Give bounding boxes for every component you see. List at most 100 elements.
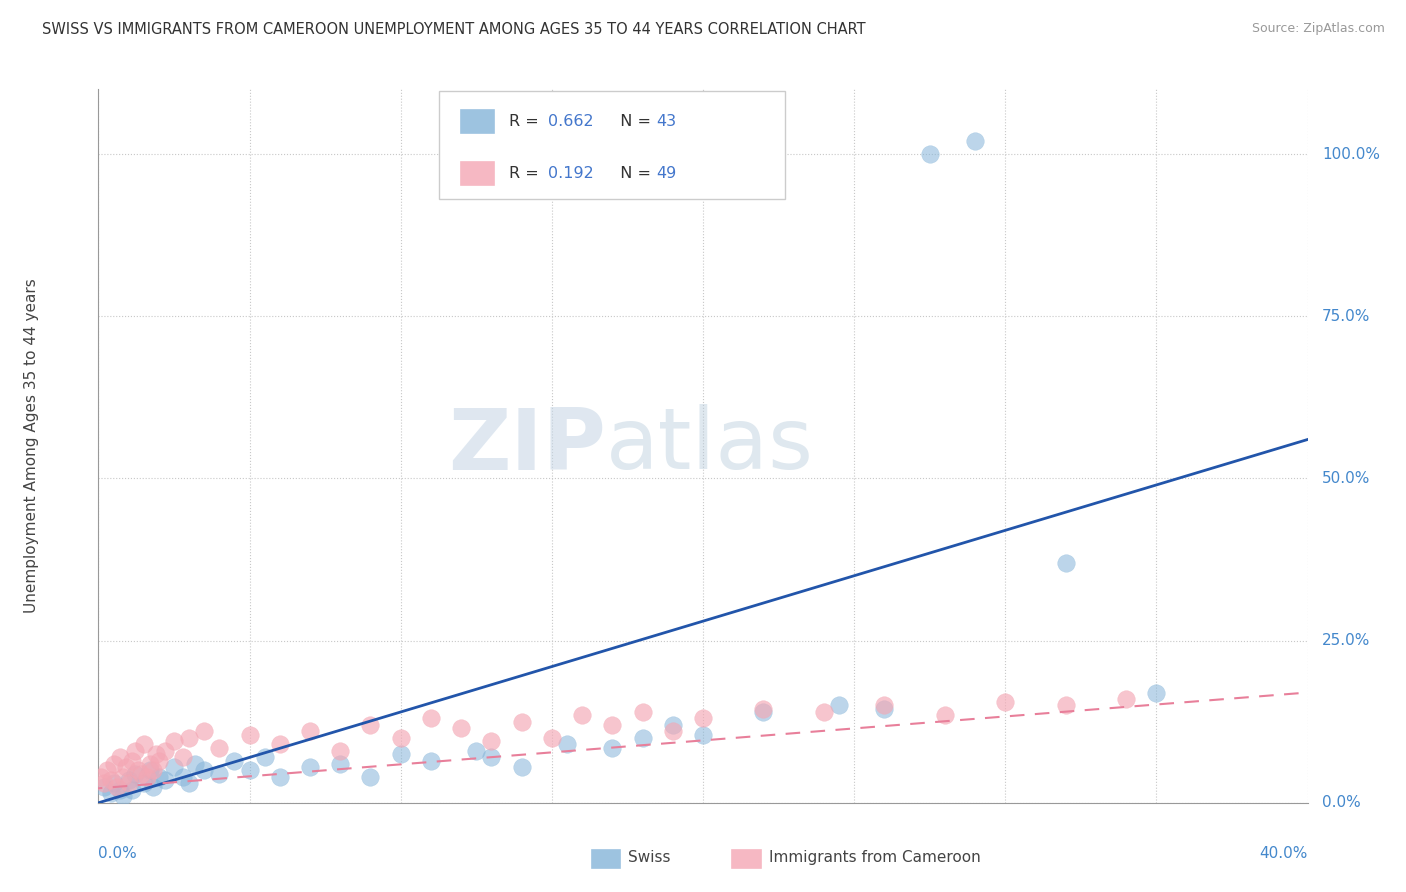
Point	[124, 744, 146, 758]
Point	[510, 760, 533, 774]
Point	[124, 766, 146, 780]
Point	[813, 705, 835, 719]
Point	[360, 718, 382, 732]
Point	[208, 740, 231, 755]
Point	[118, 776, 141, 790]
Point	[389, 731, 412, 745]
Point	[172, 750, 194, 764]
Point	[129, 766, 152, 780]
Text: 49: 49	[657, 166, 676, 181]
Text: 0.192: 0.192	[548, 166, 595, 181]
Point	[299, 724, 322, 739]
Point	[752, 702, 775, 716]
Point	[934, 708, 956, 723]
Point	[118, 773, 141, 788]
Point	[142, 780, 165, 794]
Point	[481, 750, 503, 764]
Text: N =: N =	[610, 114, 657, 129]
Point	[450, 721, 472, 735]
Text: Unemployment Among Ages 35 to 44 years: Unemployment Among Ages 35 to 44 years	[24, 278, 39, 614]
Point	[329, 756, 352, 771]
Point	[420, 711, 443, 725]
Point	[299, 760, 322, 774]
Text: ZIP: ZIP	[449, 404, 606, 488]
Text: 0.0%: 0.0%	[98, 846, 138, 861]
Point	[193, 724, 215, 739]
Point	[179, 731, 201, 745]
Text: atlas: atlas	[606, 404, 814, 488]
Point	[132, 776, 155, 790]
Point	[163, 760, 186, 774]
Point	[153, 744, 176, 758]
Point	[179, 776, 201, 790]
Point	[114, 760, 136, 774]
Text: 75.0%: 75.0%	[1322, 309, 1371, 324]
Point	[481, 734, 503, 748]
Point	[193, 764, 215, 778]
Point	[389, 747, 412, 761]
Point	[172, 770, 194, 784]
Point	[602, 740, 624, 755]
Point	[510, 714, 533, 729]
Text: 0.662: 0.662	[548, 114, 593, 129]
Point	[239, 728, 262, 742]
Point	[100, 786, 122, 800]
Point	[918, 147, 941, 161]
Point	[1115, 692, 1137, 706]
Point	[1144, 685, 1167, 699]
Text: R =: R =	[509, 114, 544, 129]
Point	[828, 698, 851, 713]
Text: SWISS VS IMMIGRANTS FROM CAMEROON UNEMPLOYMENT AMONG AGES 35 TO 44 YEARS CORRELA: SWISS VS IMMIGRANTS FROM CAMEROON UNEMPL…	[42, 22, 866, 37]
Point	[994, 695, 1017, 709]
Point	[465, 744, 488, 758]
Point	[121, 782, 143, 797]
Point	[142, 764, 165, 778]
Point	[105, 780, 128, 794]
Point	[631, 705, 654, 719]
Point	[93, 776, 115, 790]
Point	[139, 756, 162, 771]
Text: 50.0%: 50.0%	[1322, 471, 1371, 486]
Point	[148, 754, 170, 768]
Text: 40.0%: 40.0%	[1260, 846, 1308, 861]
Point	[360, 770, 382, 784]
Point	[692, 711, 714, 725]
Point	[103, 776, 125, 790]
Point	[100, 773, 122, 788]
Point	[184, 756, 207, 771]
Point	[145, 747, 167, 761]
Point	[163, 734, 186, 748]
Point	[224, 754, 246, 768]
Point	[111, 789, 134, 804]
Point	[420, 754, 443, 768]
Point	[1054, 698, 1077, 713]
Text: Swiss: Swiss	[628, 850, 671, 864]
Point	[329, 744, 352, 758]
Point	[965, 134, 987, 148]
Point	[108, 782, 131, 797]
Point	[873, 702, 896, 716]
Point	[96, 764, 118, 778]
Text: 25.0%: 25.0%	[1322, 633, 1371, 648]
Point	[121, 754, 143, 768]
Point	[873, 698, 896, 713]
Point	[253, 750, 276, 764]
Point	[602, 718, 624, 732]
Point	[555, 738, 578, 752]
Point	[661, 724, 683, 739]
Point	[752, 705, 775, 719]
Point	[692, 728, 714, 742]
Point	[90, 770, 112, 784]
Text: R =: R =	[509, 166, 544, 181]
Point	[93, 780, 115, 794]
Text: Source: ZipAtlas.com: Source: ZipAtlas.com	[1251, 22, 1385, 36]
Point	[631, 731, 654, 745]
Text: 100.0%: 100.0%	[1322, 146, 1381, 161]
Point	[239, 764, 262, 778]
Point	[103, 756, 125, 771]
Point	[269, 770, 291, 784]
Point	[208, 766, 231, 780]
Point	[132, 738, 155, 752]
Point	[1054, 556, 1077, 570]
Point	[139, 764, 162, 778]
